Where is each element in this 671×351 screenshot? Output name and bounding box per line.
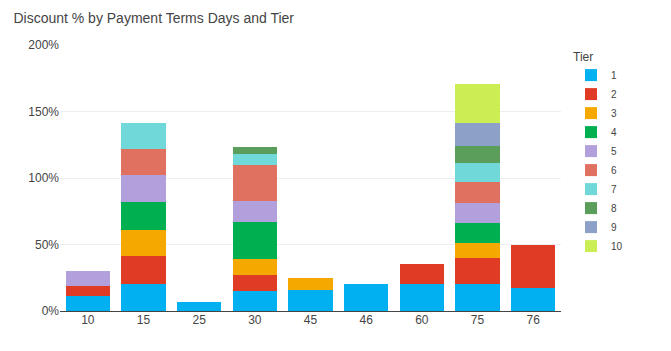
svg-text:3: 3 [611,108,617,119]
svg-text:200%: 200% [28,38,59,52]
svg-text:9: 9 [611,222,617,233]
svg-text:Tier: Tier [573,50,593,64]
svg-text:100%: 100% [28,171,59,185]
svg-text:6: 6 [611,165,617,176]
svg-text:4: 4 [611,127,617,138]
svg-text:8: 8 [611,203,617,214]
svg-text:15: 15 [137,313,151,327]
svg-text:0%: 0% [42,304,60,318]
svg-text:150%: 150% [28,105,59,119]
svg-text:Discount % by Payment Terms Da: Discount % by Payment Terms Days and Tie… [13,10,294,26]
svg-text:5: 5 [611,146,617,157]
svg-text:50%: 50% [35,238,59,252]
svg-text:60: 60 [415,313,429,327]
svg-text:75: 75 [471,313,485,327]
svg-text:76: 76 [526,313,540,327]
svg-text:45: 45 [304,313,318,327]
svg-text:46: 46 [359,313,373,327]
svg-text:25: 25 [192,313,206,327]
svg-text:30: 30 [248,313,262,327]
svg-text:2: 2 [611,89,617,100]
svg-text:10: 10 [81,313,95,327]
svg-text:7: 7 [611,184,617,195]
svg-text:10: 10 [611,241,623,252]
svg-text:1: 1 [611,70,617,81]
